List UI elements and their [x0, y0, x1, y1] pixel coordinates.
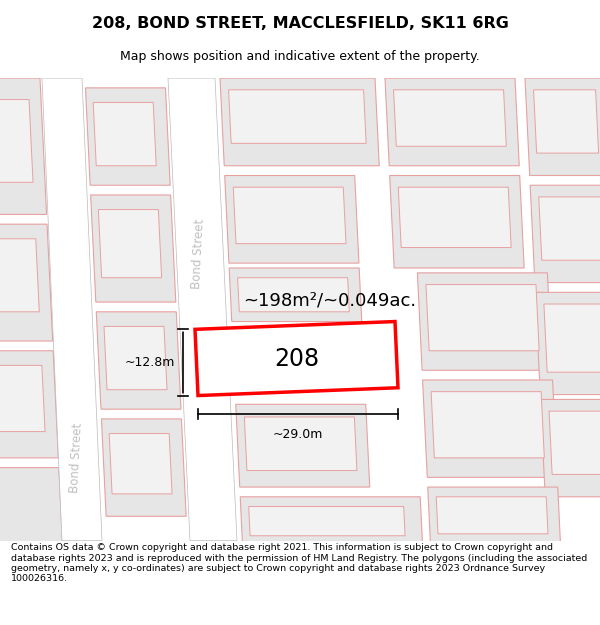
Text: Contains OS data © Crown copyright and database right 2021. This information is : Contains OS data © Crown copyright and d…	[11, 543, 587, 583]
Text: ~12.8m: ~12.8m	[125, 356, 175, 369]
Polygon shape	[535, 292, 600, 394]
Polygon shape	[168, 78, 237, 541]
Polygon shape	[525, 78, 600, 176]
Polygon shape	[0, 99, 33, 182]
Polygon shape	[398, 187, 511, 248]
Polygon shape	[42, 78, 102, 541]
Polygon shape	[229, 90, 366, 143]
Polygon shape	[533, 90, 599, 153]
Polygon shape	[101, 419, 186, 516]
Polygon shape	[233, 187, 346, 244]
Polygon shape	[549, 411, 600, 474]
Text: Bond Street: Bond Street	[68, 422, 85, 493]
Polygon shape	[436, 497, 548, 534]
Polygon shape	[530, 185, 600, 282]
Polygon shape	[220, 78, 379, 166]
Polygon shape	[428, 487, 560, 546]
Polygon shape	[0, 468, 62, 546]
Polygon shape	[431, 392, 544, 458]
Polygon shape	[541, 399, 600, 497]
Polygon shape	[238, 278, 349, 312]
Polygon shape	[394, 90, 506, 146]
Polygon shape	[539, 197, 600, 260]
Polygon shape	[98, 209, 161, 278]
Polygon shape	[240, 497, 422, 546]
Polygon shape	[244, 417, 357, 471]
Polygon shape	[0, 366, 45, 432]
Polygon shape	[85, 88, 170, 185]
Polygon shape	[236, 404, 370, 487]
Text: Bond Street: Bond Street	[190, 218, 206, 289]
Polygon shape	[422, 380, 557, 478]
Polygon shape	[224, 176, 359, 263]
Text: Map shows position and indicative extent of the property.: Map shows position and indicative extent…	[120, 50, 480, 62]
Polygon shape	[385, 78, 519, 166]
Polygon shape	[0, 78, 47, 214]
Polygon shape	[0, 351, 58, 458]
Polygon shape	[229, 268, 362, 321]
Polygon shape	[0, 239, 39, 312]
Polygon shape	[390, 176, 524, 268]
Polygon shape	[0, 224, 53, 341]
Polygon shape	[248, 506, 405, 536]
Polygon shape	[195, 321, 398, 396]
Polygon shape	[544, 304, 600, 372]
Polygon shape	[91, 195, 176, 302]
Polygon shape	[418, 273, 552, 370]
Polygon shape	[426, 284, 539, 351]
Polygon shape	[109, 434, 172, 494]
Text: ~198m²/~0.049ac.: ~198m²/~0.049ac.	[244, 291, 416, 309]
Polygon shape	[93, 102, 156, 166]
Text: 208: 208	[274, 346, 319, 371]
Polygon shape	[96, 312, 181, 409]
Text: ~29.0m: ~29.0m	[273, 428, 323, 441]
Polygon shape	[104, 326, 167, 390]
Text: 208, BOND STREET, MACCLESFIELD, SK11 6RG: 208, BOND STREET, MACCLESFIELD, SK11 6RG	[92, 16, 508, 31]
